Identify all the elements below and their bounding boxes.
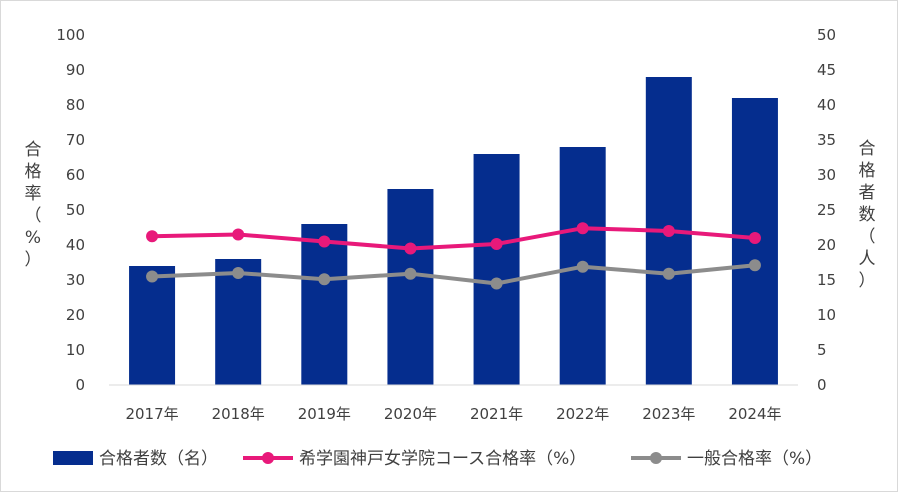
right-tick-label: 45 [817,61,836,79]
series-2-point-3 [318,273,331,286]
legend-label-2: 希学園神戸女学院コース合格率（%） [299,449,586,469]
series-1-point-3 [318,235,331,248]
series-2-point-6 [576,260,589,273]
left-tick-label: 80 [66,96,85,114]
right-tick-label: 40 [817,96,836,114]
x-tick-label: 2018年 [212,405,265,423]
x-tick-label: 2017年 [125,405,178,423]
series-line-1 [150,226,757,251]
legend-marker-3 [650,452,662,464]
series-1-point-2 [232,228,245,241]
series-2-point-8 [748,259,761,272]
series-2-point-7 [662,267,675,280]
left-axis-title: 合格率（%） [25,140,42,270]
left-tick-label: 100 [56,26,85,44]
x-tick-label: 2019年 [298,405,351,423]
left-tick-label: 10 [66,341,85,359]
series-1-point-4 [404,242,417,255]
series-2-point-4 [404,267,417,280]
series-1-point-8 [748,232,761,244]
axis-titles: 合格率（%） 合格者数（人） [25,139,876,291]
legend-swatch-1 [53,451,93,465]
left-tick-label: 40 [66,236,85,254]
right-tick-label: 15 [817,271,836,289]
bar-2 [215,259,262,385]
x-axis-ticks: 2017年 2018年 2019年 2020年 2021年 2022年 2023年 2024年 [125,405,781,423]
legend-label-3: 一般合格率（%） [687,449,822,469]
legend: 合格者数（名） 希学園神戸女学院コース合格率（%） 一般合格率（%） [53,449,822,469]
right-axis-ticks: 0 5 10 15 20 25 30 35 40 45 50 [817,26,836,394]
left-tick-label: 20 [66,306,85,324]
right-tick-label: 35 [817,131,836,149]
right-tick-label: 20 [817,236,836,254]
legend-label-1: 合格者数（名） [99,449,218,469]
series-2-point-5 [490,277,503,290]
left-tick-label: 0 [75,376,85,394]
series-1-point-5 [490,237,503,250]
x-tick-label: 2022年 [556,405,609,423]
right-tick-label: 25 [817,201,836,219]
left-tick-label: 50 [66,201,85,219]
series-line-2 [150,263,757,286]
series-2-point-1 [146,270,159,283]
right-axis-title: 合格者数（人） [859,139,876,291]
left-tick-label: 70 [66,131,85,149]
right-tick-label: 0 [817,376,827,394]
x-tick-label: 2023年 [642,405,695,423]
x-tick-label: 2024年 [728,405,781,423]
bar-1 [129,266,176,385]
right-tick-label: 10 [817,306,836,324]
right-tick-label: 30 [817,166,836,184]
bar-4 [387,189,434,385]
right-tick-label: 5 [817,341,827,359]
series-1-point-6 [576,222,589,235]
left-tick-label: 60 [66,166,85,184]
series-2-point-2 [232,267,245,279]
left-tick-label: 90 [66,61,85,79]
x-tick-label: 2020年 [384,405,437,423]
series-1-point-7 [662,225,675,237]
bar-3 [301,224,348,385]
left-axis-ticks: 0 10 20 30 40 50 60 70 80 90 100 [56,26,85,394]
legend-marker-2 [262,452,274,464]
right-tick-label: 50 [817,26,836,44]
line-layer [146,222,761,290]
series-1-point-1 [146,230,159,243]
left-tick-label: 30 [66,271,85,289]
x-tick-label: 2021年 [470,405,523,423]
bar-5 [473,154,520,385]
